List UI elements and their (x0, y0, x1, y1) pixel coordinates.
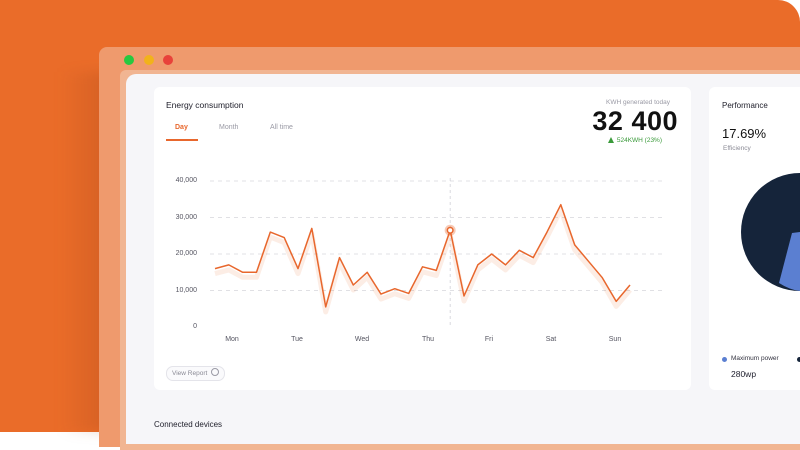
minimize-dot[interactable] (143, 55, 154, 65)
pie-slice-blue (779, 232, 800, 291)
performance-title: Performance (722, 101, 768, 110)
kwh-value: 32 400 (592, 106, 678, 136)
efficiency-label: Efficiency (723, 145, 751, 152)
x-tick-label: Mon (225, 336, 239, 343)
x-tick-label: Tue (291, 336, 303, 343)
y-tick-label: 0 (193, 323, 197, 330)
tab-all-time[interactable]: All time (270, 124, 293, 131)
tab-month[interactable]: Month (219, 124, 239, 131)
arrow-up-icon (607, 137, 614, 143)
kwh-change-text: 524KWH (23%) (616, 137, 662, 144)
kwh-label: KWH generated today (606, 99, 670, 106)
x-tick-label: Thu (421, 336, 435, 343)
active-tab-indicator (166, 139, 198, 141)
series-line-shadow (214, 207, 632, 315)
legend-value: 280wp (731, 369, 757, 379)
arrow-circle-icon (211, 368, 220, 376)
energy-line-chart (210, 178, 662, 325)
x-tick-label: Sat (545, 336, 557, 343)
view-report-button[interactable]: View Report (166, 366, 226, 381)
x-tick-label: Fri (484, 336, 494, 343)
performance-pie (741, 173, 800, 291)
x-tick-label: Sun (608, 336, 622, 343)
efficiency-value: 17.69% (722, 126, 767, 141)
tab-day[interactable]: Day (175, 124, 188, 131)
highlight-point (446, 226, 454, 234)
legend-label: Maximum power (731, 355, 779, 362)
y-tick-label: 10,000 (175, 286, 197, 294)
view-report-label: View Report (172, 370, 208, 377)
energy-card-title: Energy consumption (166, 100, 244, 110)
kwh-change: 524KWH (23%) (600, 137, 662, 144)
series-line (214, 203, 631, 308)
close-dot[interactable] (163, 55, 173, 65)
connected-devices-heading: Connected devices (154, 420, 223, 429)
y-tick-label: 40,000 (175, 177, 197, 184)
maximize-dot[interactable] (124, 55, 134, 65)
legend-dot-second (797, 357, 800, 362)
y-tick-label: 20,000 (175, 250, 197, 257)
y-tick-label: 30,000 (175, 213, 197, 221)
x-tick-label: Wed (354, 336, 370, 343)
legend-dot-max-power (722, 357, 727, 362)
energy-consumption-card (154, 87, 691, 390)
